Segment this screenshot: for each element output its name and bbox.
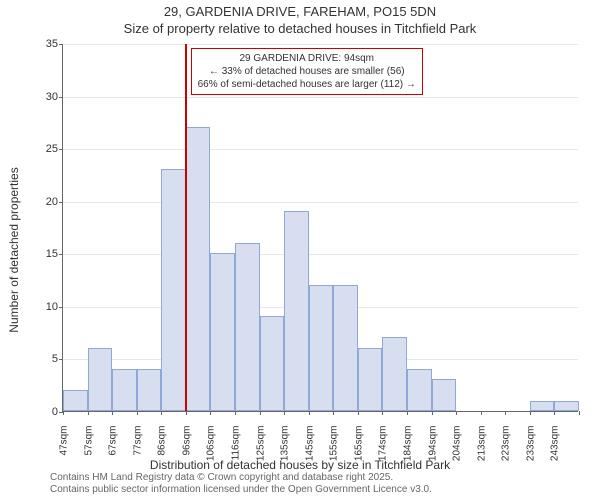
histogram-bar <box>210 253 235 411</box>
xtick-label: 155sqm <box>329 426 340 466</box>
xtick-label: 204sqm <box>452 426 463 466</box>
xtick-mark <box>161 411 162 415</box>
annotation-box: 29 GARDENIA DRIVE: 94sqm← 33% of detache… <box>191 48 423 95</box>
histogram-bar <box>530 401 555 412</box>
xtick-mark <box>186 411 187 415</box>
ytick-mark <box>59 149 63 150</box>
ytick-mark <box>59 359 63 360</box>
xtick-mark <box>284 411 285 415</box>
ytick-mark <box>59 44 63 45</box>
xtick-mark <box>382 411 383 415</box>
ytick-label: 35 <box>28 38 58 50</box>
ytick-label: 25 <box>28 143 58 155</box>
annotation-line: ← 33% of detached houses are smaller (56… <box>198 65 416 78</box>
gridline <box>63 254 578 255</box>
xtick-mark <box>112 411 113 415</box>
xtick-mark <box>579 411 580 415</box>
xtick-label: 77sqm <box>132 426 143 466</box>
histogram-bar <box>432 379 457 411</box>
reference-line <box>185 44 187 411</box>
xtick-mark <box>235 411 236 415</box>
xtick-mark <box>260 411 261 415</box>
xtick-mark <box>309 411 310 415</box>
histogram-bar <box>407 369 432 411</box>
title-line-2: Size of property relative to detached ho… <box>0 21 600 38</box>
xtick-label: 174sqm <box>378 426 389 466</box>
xtick-mark <box>63 411 64 415</box>
gridline <box>63 97 578 98</box>
xtick-label: 223sqm <box>501 426 512 466</box>
histogram-bar <box>333 285 358 411</box>
plot-area: 29 GARDENIA DRIVE: 94sqm← 33% of detache… <box>62 44 578 412</box>
xtick-label: 57sqm <box>83 426 94 466</box>
ytick-mark <box>59 97 63 98</box>
xtick-label: 145sqm <box>304 426 315 466</box>
xtick-label: 96sqm <box>181 426 192 466</box>
histogram-bar <box>137 369 162 411</box>
xtick-mark <box>137 411 138 415</box>
histogram-bar <box>63 390 88 411</box>
gridline <box>63 202 578 203</box>
xtick-mark <box>505 411 506 415</box>
xtick-label: 47sqm <box>59 426 70 466</box>
xtick-mark <box>481 411 482 415</box>
xtick-mark <box>554 411 555 415</box>
ytick-mark <box>59 202 63 203</box>
histogram-bar <box>554 401 579 412</box>
xtick-label: 125sqm <box>255 426 266 466</box>
gridline <box>63 149 578 150</box>
footer-line-2: Contains public sector information licen… <box>50 484 432 496</box>
xtick-label: 67sqm <box>108 426 119 466</box>
xtick-mark <box>432 411 433 415</box>
histogram-bar <box>186 127 211 411</box>
xtick-mark <box>407 411 408 415</box>
ytick-mark <box>59 307 63 308</box>
chart-title: 29, GARDENIA DRIVE, FAREHAM, PO15 5DN Si… <box>0 4 600 38</box>
histogram-bar <box>235 243 260 411</box>
histogram-bar <box>112 369 137 411</box>
xtick-label: 194sqm <box>427 426 438 466</box>
gridline <box>63 44 578 45</box>
xtick-label: 243sqm <box>550 426 561 466</box>
xtick-label: 233sqm <box>525 426 536 466</box>
ytick-label: 15 <box>28 248 58 260</box>
xtick-label: 165sqm <box>353 426 364 466</box>
xtick-label: 213sqm <box>476 426 487 466</box>
footer: Contains HM Land Registry data © Crown c… <box>50 472 432 496</box>
histogram-bar <box>309 285 334 411</box>
xtick-label: 135sqm <box>280 426 291 466</box>
footer-line-1: Contains HM Land Registry data © Crown c… <box>50 472 432 484</box>
ytick-label: 20 <box>28 196 58 208</box>
xtick-mark <box>88 411 89 415</box>
xtick-label: 86sqm <box>157 426 168 466</box>
xtick-mark <box>530 411 531 415</box>
title-line-1: 29, GARDENIA DRIVE, FAREHAM, PO15 5DN <box>0 4 600 21</box>
chart-container: 29, GARDENIA DRIVE, FAREHAM, PO15 5DN Si… <box>0 0 600 500</box>
y-axis-label: Number of detached properties <box>7 167 21 332</box>
xtick-mark <box>210 411 211 415</box>
xtick-mark <box>456 411 457 415</box>
xtick-label: 116sqm <box>231 426 242 466</box>
histogram-bar <box>161 169 186 411</box>
annotation-line: 66% of semi-detached houses are larger (… <box>198 78 416 91</box>
xtick-label: 106sqm <box>206 426 217 466</box>
annotation-line: 29 GARDENIA DRIVE: 94sqm <box>198 52 416 65</box>
ytick-label: 0 <box>28 406 58 418</box>
xtick-mark <box>333 411 334 415</box>
histogram-bar <box>284 211 309 411</box>
histogram-bar <box>358 348 383 411</box>
histogram-bar <box>382 337 407 411</box>
ytick-mark <box>59 254 63 255</box>
histogram-bar <box>260 316 285 411</box>
xtick-label: 184sqm <box>403 426 414 466</box>
ytick-label: 5 <box>28 353 58 365</box>
ytick-label: 10 <box>28 301 58 313</box>
histogram-bar <box>88 348 113 411</box>
ytick-label: 30 <box>28 91 58 103</box>
xtick-mark <box>358 411 359 415</box>
